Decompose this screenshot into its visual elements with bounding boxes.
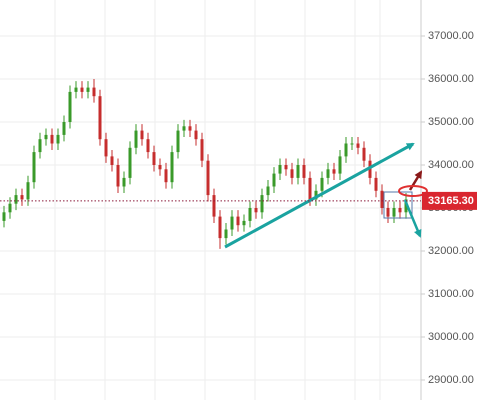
candle-body (170, 152, 174, 183)
candle-body (380, 190, 384, 208)
candle-body (290, 169, 294, 178)
candle-body (128, 147, 132, 178)
candle-body (80, 87, 84, 92)
candle-body (122, 177, 126, 187)
candle-body (374, 177, 378, 191)
candle-body (62, 121, 66, 135)
candle-body (164, 169, 168, 183)
y-tick-label: 29000.00 (428, 374, 474, 386)
vertical-grid (54, 0, 381, 400)
candle-body (68, 91, 72, 122)
y-axis: 29000.0030000.0031000.0032000.0033000.00… (421, 30, 474, 386)
candle-body (338, 156, 342, 174)
candle-body (224, 229, 228, 239)
candle-body (104, 139, 108, 157)
candle-body (362, 147, 366, 161)
candle-body (272, 173, 276, 187)
y-tick-label: 37000.00 (428, 30, 474, 42)
candle-body (182, 126, 186, 131)
candle-body (398, 207, 402, 213)
candle-body (314, 190, 318, 200)
candle-body (266, 186, 270, 196)
candle-body (194, 130, 198, 140)
candle-body (236, 216, 240, 226)
candle-body (74, 87, 78, 92)
candles (2, 78, 408, 249)
candle-body (326, 169, 330, 178)
grid (0, 35, 421, 381)
candle-body (386, 207, 390, 217)
candle-body (56, 134, 60, 144)
candle-body (188, 126, 192, 131)
candle-body (176, 130, 180, 153)
candle-body (8, 203, 12, 213)
candle-body (308, 177, 312, 200)
y-tick-label: 34000.00 (428, 159, 474, 171)
down-arrow (403, 199, 422, 238)
candle-body (356, 143, 360, 148)
highlight-ellipse (398, 185, 428, 197)
candle-body (20, 195, 24, 200)
last-price-box (422, 191, 477, 210)
candle-body (392, 207, 396, 217)
y-tick-label: 30000.00 (428, 331, 474, 343)
candle-body (284, 164, 288, 170)
candle-body (206, 160, 210, 196)
candle-body (254, 207, 258, 213)
candle-body (26, 182, 30, 200)
trend-arrow (224, 142, 415, 249)
candle-body (110, 156, 114, 165)
candle-body (146, 139, 150, 153)
candle-body (350, 143, 354, 145)
candle-body (320, 177, 324, 191)
candle-body (32, 152, 36, 183)
candle-body (278, 164, 282, 174)
candle-body (2, 212, 6, 221)
candle-body (332, 169, 336, 174)
candle-body (404, 199, 408, 213)
candle-body (212, 195, 216, 217)
candle-body (98, 96, 102, 140)
candle-body (218, 216, 222, 239)
candle-body (242, 220, 246, 226)
candle-body (368, 160, 372, 178)
candle-body (302, 164, 306, 178)
candle-body (152, 152, 156, 165)
candle-body (248, 207, 252, 221)
candle-body (92, 87, 96, 97)
candle-body (344, 143, 348, 157)
candle-body (86, 87, 90, 92)
y-tick-label: 32000.00 (428, 245, 474, 257)
y-tick-label: 35000.00 (428, 116, 474, 128)
candle-body (116, 164, 120, 187)
candle-body (296, 164, 300, 178)
candle-body (200, 139, 204, 161)
range-box (383, 191, 413, 219)
candle-body (140, 130, 144, 140)
candle-body (14, 195, 18, 204)
y-tick-label: 31000.00 (428, 288, 474, 300)
candle-body (38, 139, 42, 153)
last-price-label: 33165.30 (428, 195, 474, 207)
candle-body (44, 134, 48, 140)
candle-body (134, 130, 138, 148)
candle-body (260, 195, 264, 213)
candle-body (158, 164, 162, 170)
candle-body (50, 134, 54, 144)
y-tick-label: 36000.00 (428, 73, 474, 85)
candle-body (230, 216, 234, 230)
